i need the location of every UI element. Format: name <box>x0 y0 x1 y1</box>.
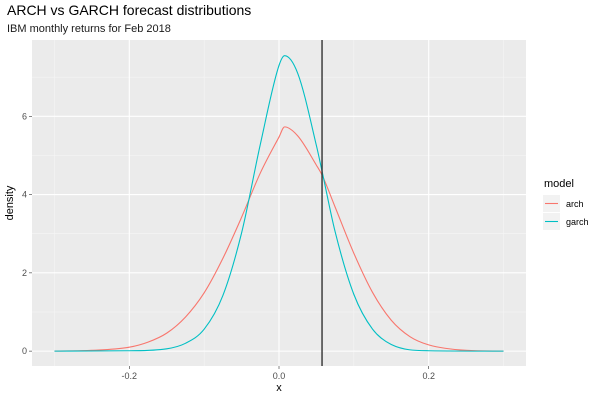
y-tick-label: 4 <box>22 190 27 200</box>
legend: model arch garch <box>543 178 589 230</box>
x-tick-label: 0.0 <box>273 371 286 381</box>
x-axis-title: x <box>276 382 282 394</box>
x-tick-label: 0.2 <box>422 371 435 381</box>
series-line-garch <box>54 55 504 352</box>
legend-label-arch: arch <box>566 199 584 209</box>
x-axis-ticks: -0.2 0.0 0.2 <box>122 366 435 381</box>
series-lines <box>54 55 504 352</box>
y-tick-label: 0 <box>22 346 27 356</box>
legend-label-garch: garch <box>566 217 589 227</box>
series-line-arch <box>54 126 504 352</box>
y-tick-label: 6 <box>22 111 27 121</box>
y-tick-label: 2 <box>22 268 27 278</box>
legend-title: model <box>544 178 574 190</box>
y-axis-title: density <box>4 185 16 220</box>
chart-subtitle: IBM monthly returns for Feb 2018 <box>7 23 171 35</box>
x-tick-label: -0.2 <box>122 371 138 381</box>
chart-title: ARCH vs GARCH forecast distributions <box>7 2 251 18</box>
y-axis-ticks: 0 2 4 6 <box>22 111 32 356</box>
